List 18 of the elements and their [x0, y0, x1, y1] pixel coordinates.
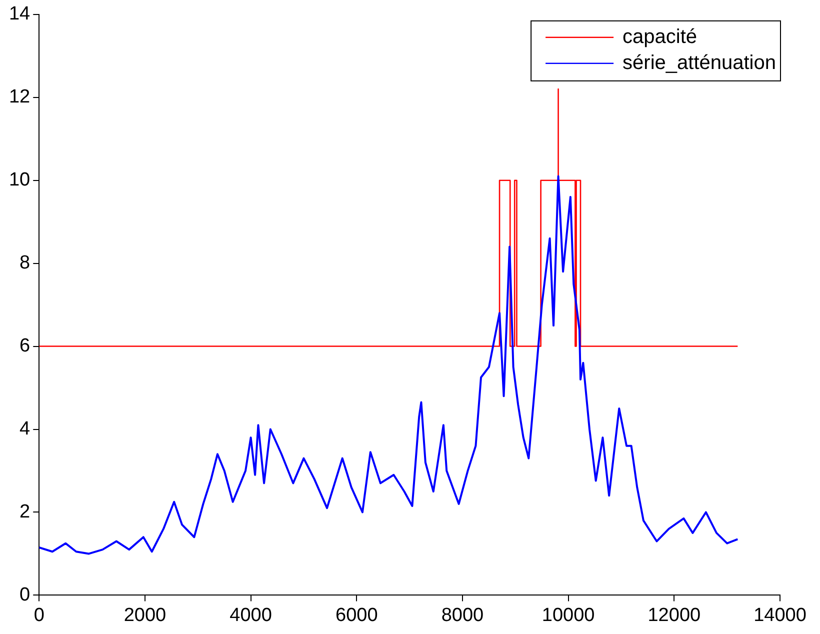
y-tick-label: 10 [8, 170, 30, 191]
x-tick-label: 2000 [124, 604, 166, 626]
x-tick-label: 6000 [336, 604, 378, 626]
legend-label: série_atténuation [622, 52, 776, 74]
y-tick-label: 2 [20, 501, 30, 522]
y-tick-label: 6 [20, 336, 30, 357]
x-tick-label: 8000 [441, 604, 484, 626]
y-tick-label: 12 [8, 86, 30, 108]
x-tick-label: 0 [34, 604, 44, 626]
x-tick-label: 14000 [754, 604, 806, 626]
y-tick-label: 0 [20, 584, 30, 606]
y-tick-label: 4 [20, 418, 31, 440]
x-tick-label: 4000 [230, 604, 272, 626]
legend-label: capacité [622, 26, 698, 48]
y-tick-label: 8 [20, 252, 30, 274]
y-tick-label: 14 [8, 4, 31, 25]
x-tick-label: 12000 [648, 604, 701, 626]
x-tick-label: 10000 [542, 604, 595, 626]
